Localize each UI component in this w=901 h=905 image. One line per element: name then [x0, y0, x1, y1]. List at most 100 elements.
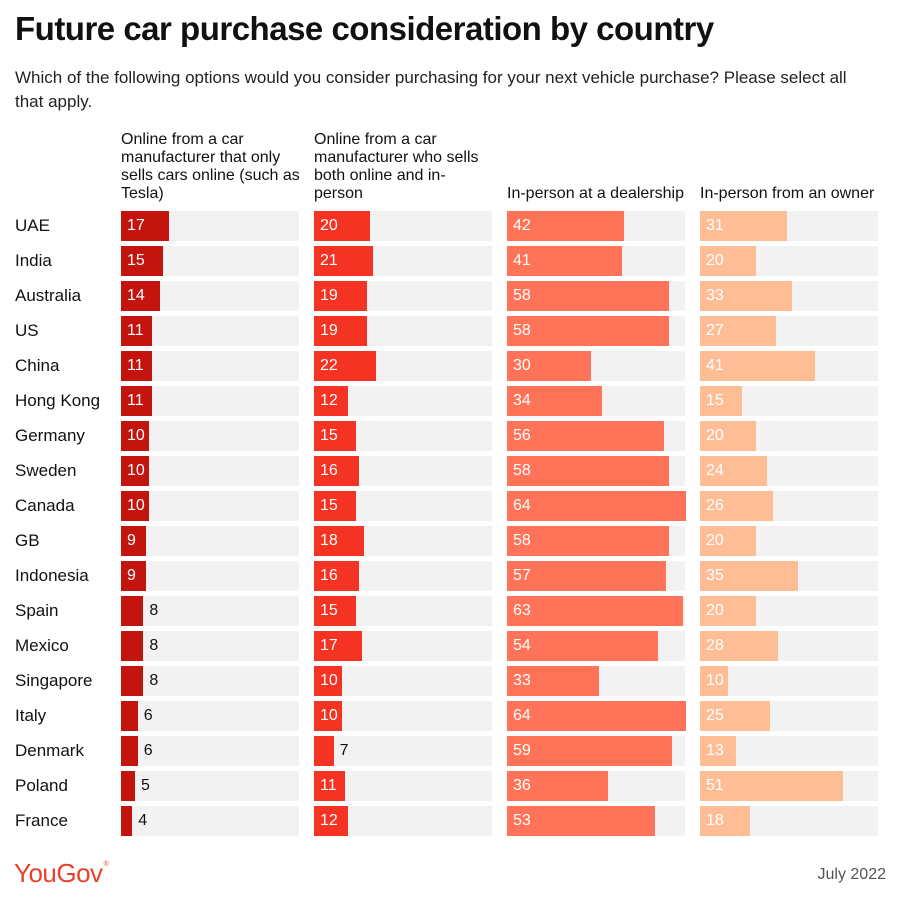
- column-header-text: In-person from an owner: [700, 185, 875, 202]
- bar: [314, 736, 334, 766]
- value-label: 8: [149, 602, 159, 619]
- bar-track: 12: [314, 806, 492, 836]
- value-label: 21: [320, 252, 338, 269]
- value-label: 12: [320, 812, 338, 829]
- column-header-text: Online from a car manufacturer who sells…: [314, 131, 479, 202]
- country-label: GB: [15, 531, 40, 550]
- country-label: India: [15, 251, 52, 270]
- bar: [507, 211, 625, 241]
- bar-track: 10: [314, 666, 492, 696]
- bar-track: 19: [314, 316, 492, 346]
- bar: [700, 771, 843, 801]
- value-label: 6: [143, 707, 153, 724]
- value-label: 17: [127, 217, 145, 234]
- bar: [507, 561, 667, 591]
- value-label: 11: [127, 322, 144, 339]
- bar: [507, 491, 686, 521]
- value-label: 12: [320, 392, 338, 409]
- chart-subtitle: Which of the following options would you…: [15, 68, 847, 111]
- bar-track: 20: [700, 246, 878, 276]
- bar: [314, 386, 348, 416]
- bar-track: 56: [507, 421, 685, 451]
- bar-track: 27: [700, 316, 878, 346]
- country-label: Singapore: [15, 671, 93, 690]
- bar: [700, 561, 798, 591]
- bar: [314, 351, 376, 381]
- bar: [507, 351, 591, 381]
- value-label: 25: [706, 707, 724, 724]
- value-label: 58: [513, 462, 531, 479]
- bar-track: 11: [121, 386, 299, 416]
- value-label: 63: [513, 602, 531, 619]
- value-label: 5: [140, 777, 150, 794]
- bar: [121, 351, 152, 381]
- bar: [121, 211, 169, 241]
- bar-track: 11: [314, 771, 492, 801]
- value-label: 31: [706, 217, 724, 234]
- bar: [507, 701, 686, 731]
- bar-track: 15: [121, 246, 299, 276]
- bar: [121, 526, 147, 556]
- bar: [314, 491, 356, 521]
- bar: [700, 421, 756, 451]
- value-label: 16: [320, 567, 338, 584]
- bar: [700, 806, 751, 836]
- bar: [121, 771, 135, 801]
- bar: [507, 666, 600, 696]
- bar-track: 8: [121, 596, 299, 626]
- bar: [121, 701, 138, 731]
- bar: [507, 421, 664, 451]
- bar: [507, 806, 656, 836]
- bar: [507, 526, 670, 556]
- value-label: 10: [320, 707, 338, 724]
- value-label: 10: [320, 672, 338, 689]
- yougov-logo: YouGov®: [14, 858, 109, 888]
- bar: [314, 246, 373, 276]
- value-label: 56: [513, 427, 531, 444]
- value-label: 14: [127, 287, 145, 304]
- bar-track: 10: [121, 421, 299, 451]
- bar: [507, 596, 684, 626]
- value-label: 24: [706, 462, 724, 479]
- bar-track: 63: [507, 596, 685, 626]
- bar-track: 64: [507, 701, 686, 731]
- bar-track: 58: [507, 526, 685, 556]
- bar-track: 34: [507, 386, 685, 416]
- country-label: France: [15, 811, 68, 830]
- country-label: Canada: [15, 496, 75, 515]
- value-label: 8: [149, 672, 159, 689]
- bar-track: 51: [700, 771, 878, 801]
- logo-text: YouGov: [14, 858, 103, 888]
- value-label: 15: [127, 252, 145, 269]
- value-label: 28: [706, 637, 724, 654]
- bar-track: 15: [700, 386, 878, 416]
- bar-track: 8: [121, 666, 299, 696]
- bar-track: 22: [314, 351, 492, 381]
- bar: [700, 736, 737, 766]
- value-label: 64: [513, 497, 531, 514]
- value-label: 33: [706, 287, 724, 304]
- bar-track: 41: [700, 351, 878, 381]
- value-label: 11: [320, 777, 337, 794]
- bar-track: 10: [700, 666, 878, 696]
- value-label: 9: [127, 567, 136, 584]
- value-label: 58: [513, 532, 531, 549]
- value-label: 10: [127, 462, 145, 479]
- bar-track: 59: [507, 736, 685, 766]
- bar-track: 14: [121, 281, 299, 311]
- bar: [700, 491, 773, 521]
- country-label: Denmark: [15, 741, 84, 760]
- bar-track: 33: [700, 281, 878, 311]
- country-label: Sweden: [15, 461, 77, 480]
- bar: [314, 806, 348, 836]
- value-label: 10: [127, 427, 145, 444]
- bar: [700, 211, 787, 241]
- bar: [507, 736, 673, 766]
- value-label: 51: [706, 777, 724, 794]
- bar-track: 18: [314, 526, 492, 556]
- value-label: 26: [706, 497, 724, 514]
- column-header-2: Online from a car manufacturer who sells…: [314, 129, 492, 203]
- value-label: 8: [149, 637, 159, 654]
- bar-track: 10: [121, 491, 299, 521]
- value-label: 7: [339, 742, 349, 759]
